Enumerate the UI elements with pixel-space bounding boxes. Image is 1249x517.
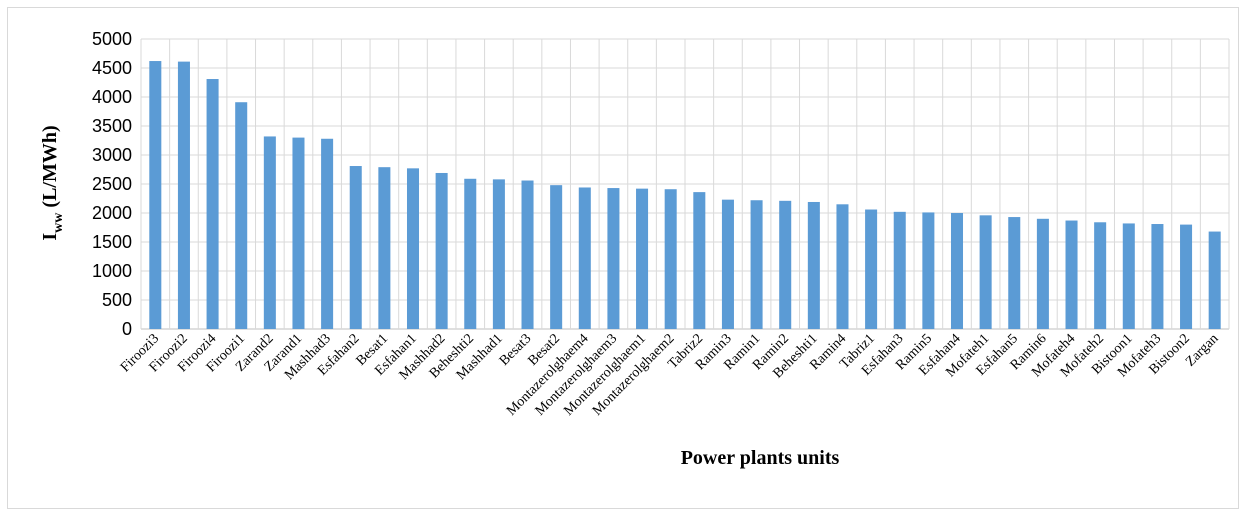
bar [750, 200, 763, 329]
y-tick-label: 4500 [92, 58, 132, 78]
bar [1151, 224, 1164, 329]
bar [406, 168, 420, 329]
y-tick-label: 500 [102, 290, 132, 310]
y-tick-label: 2500 [92, 174, 132, 194]
y-tick-label: 5000 [92, 29, 132, 49]
bar [836, 204, 849, 329]
bar [693, 192, 706, 329]
bar [721, 199, 734, 329]
y-tick-label: 2000 [92, 203, 132, 223]
bar [636, 188, 649, 329]
y-axis-title: Iww (L/MWh) [39, 125, 66, 240]
bar [206, 79, 219, 330]
bar [779, 200, 792, 329]
x-tick-label: Besat3 [497, 331, 535, 369]
bar [235, 102, 248, 329]
bar [664, 189, 677, 329]
bar [263, 136, 276, 329]
bar [1122, 223, 1135, 329]
bar [607, 188, 620, 329]
bar [1008, 217, 1021, 329]
bar [492, 179, 505, 329]
y-axis-title-unit: (L/MWh) [39, 125, 61, 212]
bar [321, 138, 334, 329]
bar [578, 187, 591, 329]
bar [149, 61, 162, 329]
bar [378, 167, 391, 329]
bar [1094, 222, 1107, 329]
bar [521, 180, 534, 329]
y-axis-title-sub: ww [51, 212, 66, 233]
bar [177, 61, 190, 330]
bar [865, 209, 878, 329]
y-tick-label: 3500 [92, 116, 132, 136]
y-tick-label: 1000 [92, 261, 132, 281]
x-tick-label: Zargan [1183, 331, 1221, 369]
bar [807, 201, 820, 329]
x-axis-title: Power plants units [681, 447, 840, 469]
bar [464, 178, 477, 329]
bar [292, 137, 305, 329]
bar [1180, 224, 1193, 329]
y-tick-label: 3000 [92, 145, 132, 165]
bar [1208, 231, 1221, 329]
bar [349, 166, 362, 329]
bar [922, 212, 935, 329]
y-axis-title-main: I [39, 233, 61, 241]
y-tick-label: 0 [122, 319, 132, 339]
bar [979, 215, 992, 329]
bar [435, 172, 448, 329]
bar [1036, 218, 1049, 329]
x-tick-labels: Firoozi3Firoozi2Firoozi4Firoozi1Zarand2Z… [118, 331, 1222, 419]
y-tick-label: 1500 [92, 232, 132, 252]
bars [149, 61, 1221, 330]
y-tick-labels: 0 500 1000 1500 2000 2500 3000 3500 4000 4500 5000 [92, 29, 132, 339]
bar [893, 211, 906, 329]
bar [950, 213, 964, 329]
bar [1065, 220, 1078, 329]
bar [550, 185, 563, 329]
y-tick-label: 4000 [92, 87, 132, 107]
